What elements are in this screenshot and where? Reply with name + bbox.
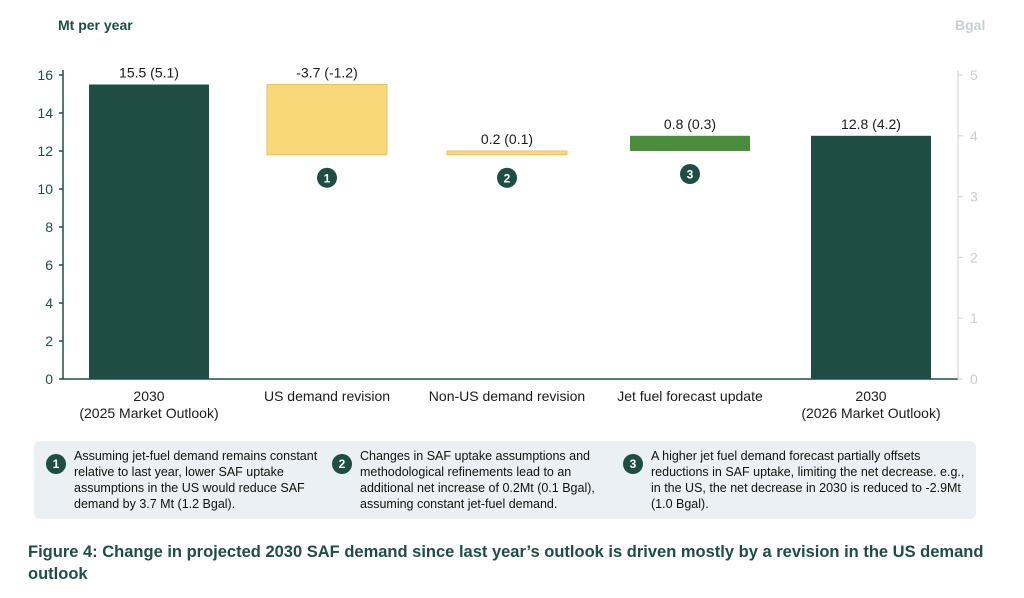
category-label-3: Non-US demand revision [429, 388, 585, 404]
bar-2-value-label: -3.7 (-1.2) [296, 65, 357, 81]
bar-2 [266, 84, 388, 156]
marker-3-label: 3 [687, 168, 694, 182]
marker-2-circle [497, 167, 517, 188]
category-label-line: (2025 Market Outlook) [79, 405, 218, 421]
note-2-text: Changes in SAF uptake assumptions and me… [360, 449, 595, 511]
left-tick-label: 12 [37, 143, 53, 159]
left-tick-label: 8 [45, 219, 53, 235]
note-2-marker: 2 [332, 454, 352, 474]
note-1-marker: 1 [46, 454, 66, 474]
left-tick-label: 2 [45, 333, 53, 349]
left-tick-label: 0 [45, 371, 53, 387]
note-1-text: Assuming jet-fuel demand remains constan… [74, 449, 318, 511]
note-3: 3 A higher jet fuel demand forecast part… [623, 448, 965, 512]
right-tick-label: 4 [970, 128, 978, 144]
category-label-4: Jet fuel forecast update [617, 388, 763, 404]
marker-1-label: 1 [324, 171, 331, 185]
marker-2-label: 2 [504, 171, 511, 185]
right-tick-label: 2 [970, 249, 978, 265]
right-tick-label: 3 [970, 189, 978, 205]
category-label-line: Non-US demand revision [429, 388, 585, 404]
bar-4-value-label: 0.8 (0.3) [664, 116, 716, 132]
left-tick-label: 16 [37, 67, 53, 83]
category-label-1: 2030 (2025 Market Outlook) [79, 388, 218, 421]
notes-panel: 1 Assuming jet-fuel demand remains const… [34, 441, 976, 519]
marker-1-circle [317, 167, 337, 188]
category-label-5: 2030 (2026 Market Outlook) [801, 388, 940, 421]
bar-4 [630, 135, 750, 151]
left-tick-label: 4 [45, 295, 53, 311]
note-1: 1 Assuming jet-fuel demand remains const… [46, 448, 336, 512]
right-tick-label: 1 [970, 310, 978, 326]
note-3-text: A higher jet fuel demand forecast partia… [651, 449, 965, 511]
right-tick-label: 0 [970, 371, 978, 387]
category-label-line: US demand revision [264, 388, 390, 404]
figure-caption: Figure 4: Change in projected 2030 SAF d… [28, 543, 984, 583]
bar-3 [446, 150, 568, 156]
bar-5 [811, 135, 931, 379]
category-label-line: Jet fuel forecast update [617, 388, 763, 404]
left-tick-label: 10 [37, 181, 53, 197]
note-3-marker: 3 [623, 454, 643, 474]
category-label-line: 2030 [855, 388, 886, 404]
category-label-line: 2030 [133, 388, 164, 404]
note-2: 2 Changes in SAF uptake assumptions and … [332, 448, 622, 512]
bar-5-value-label: 12.8 (4.2) [841, 116, 901, 132]
bar-1-value-label: 15.5 (5.1) [119, 65, 179, 81]
left-axis-unit: Mt per year [58, 17, 133, 33]
bar-1 [89, 84, 209, 379]
right-axis-unit: Bgal [955, 17, 986, 33]
left-tick-label: 14 [37, 105, 53, 121]
bar-3-value-label: 0.2 (0.1) [481, 131, 533, 147]
category-label-line: (2026 Market Outlook) [801, 405, 940, 421]
marker-3-circle [680, 164, 700, 184]
left-tick-label: 6 [45, 257, 53, 273]
category-label-2: US demand revision [264, 388, 390, 404]
right-tick-label: 5 [970, 67, 978, 83]
